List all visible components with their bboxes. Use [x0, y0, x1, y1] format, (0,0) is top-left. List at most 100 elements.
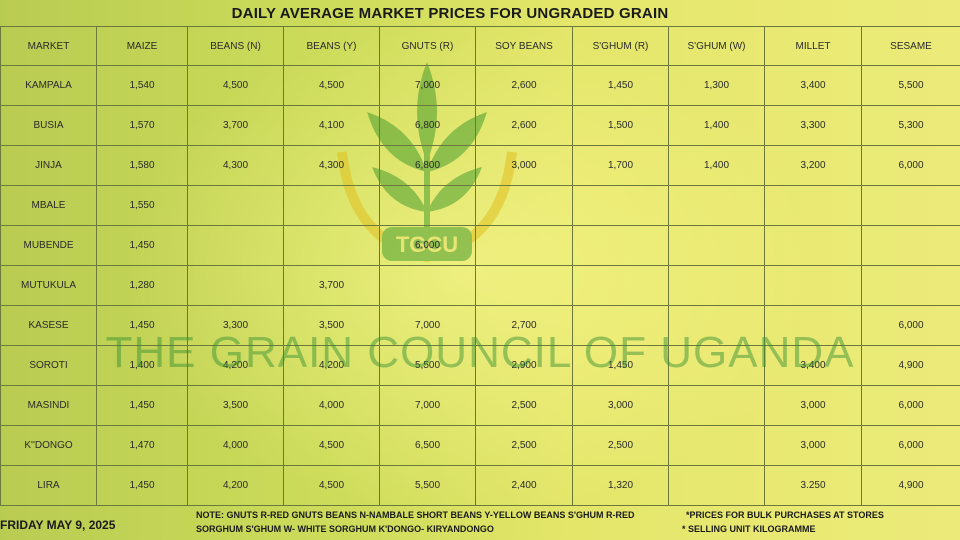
- price-cell: 1,550: [96, 185, 188, 226]
- price-cell: 4,200: [187, 465, 284, 506]
- price-cell: 5,500: [861, 65, 960, 106]
- price-cell: [187, 265, 284, 306]
- price-cell: 7,000: [379, 65, 476, 106]
- price-cell: [668, 385, 765, 426]
- header-row: MARKET MAIZE BEANS (N) BEANS (Y) GNUTS (R) SO…: [0, 26, 960, 66]
- price-cell: 4,500: [283, 425, 380, 466]
- column-header: S'GHUM (R): [572, 26, 669, 66]
- price-cell: [572, 185, 669, 226]
- price-cell: 6,000: [861, 385, 960, 426]
- price-cell: 3,000: [764, 385, 862, 426]
- price-cell: 1,450: [96, 225, 188, 266]
- price-cell: [187, 185, 284, 226]
- price-cell: [572, 225, 669, 266]
- price-cell: 2,700: [475, 305, 573, 346]
- price-cell: [475, 225, 573, 266]
- column-header: SOY BEANS: [475, 26, 573, 66]
- price-cell: 4,100: [283, 105, 380, 146]
- price-cell: [283, 185, 380, 226]
- price-cell: 3,000: [764, 425, 862, 466]
- price-cell: [668, 185, 765, 226]
- market-name-cell: MUTUKULA: [0, 265, 97, 306]
- market-name-cell: BUSIA: [0, 105, 97, 146]
- column-header: MAIZE: [96, 26, 188, 66]
- price-cell: 3,700: [187, 105, 284, 146]
- price-cell: [668, 345, 765, 386]
- price-cell: 4,300: [283, 145, 380, 186]
- column-header: BEANS (Y): [283, 26, 380, 66]
- price-cell: 5,500: [379, 465, 476, 506]
- price-cell: 1,400: [668, 105, 765, 146]
- price-cell: 1,450: [572, 65, 669, 106]
- market-name-cell: MUBENDE: [0, 225, 97, 266]
- market-name-cell: KASESE: [0, 305, 97, 346]
- price-cell: 4,200: [283, 345, 380, 386]
- report-date: FRIDAY MAY 9, 2025: [0, 518, 116, 532]
- price-cell: [283, 225, 380, 266]
- price-cell: 6,800: [379, 145, 476, 186]
- price-cell: 3,300: [187, 305, 284, 346]
- price-cell: 2,600: [475, 105, 573, 146]
- price-cell: 3,700: [283, 265, 380, 306]
- market-name-cell: K''DONGO: [0, 425, 97, 466]
- column-header: MILLET: [764, 26, 862, 66]
- price-cell: 2,500: [475, 425, 573, 466]
- price-cell: [572, 305, 669, 346]
- price-cell: 6,000: [861, 145, 960, 186]
- table-row: JINJA 1,580 4,300 4,300 6,800 3,000 1,700 1,400…: [0, 145, 960, 186]
- table-row: MUTUKULA 1,280 3,700: [0, 265, 960, 306]
- price-cell: 7,000: [379, 305, 476, 346]
- table-row: SOROTI 1,400 4,200 4,200 5,500 2,900 1,450 3,40…: [0, 345, 960, 386]
- column-header: BEANS (N): [187, 26, 284, 66]
- price-cell: 6,000: [861, 305, 960, 346]
- price-cell: [668, 305, 765, 346]
- price-cell: 1,450: [96, 465, 188, 506]
- selling-unit-note: * SELLING UNIT KILOGRAMME: [682, 524, 816, 534]
- price-cell: 3,500: [187, 385, 284, 426]
- page-title: DAILY AVERAGE MARKET PRICES FOR UNGRADED…: [231, 5, 669, 22]
- table-body: KAMPALA 1,540 4,500 4,500 7,000 2,600 1,450 1,3…: [0, 65, 960, 506]
- price-table: MARKET MAIZE BEANS (N) BEANS (Y) GNUTS (R) SO…: [0, 26, 960, 506]
- price-cell: 6,500: [379, 425, 476, 466]
- price-cell: 1,400: [668, 145, 765, 186]
- price-cell: 3,400: [764, 65, 862, 106]
- price-cell: 3.250: [764, 465, 862, 506]
- price-cell: [572, 265, 669, 306]
- price-cell: 4,900: [861, 345, 960, 386]
- price-cell: 4,200: [187, 345, 284, 386]
- price-cell: 1,580: [96, 145, 188, 186]
- price-cell: 6,000: [379, 225, 476, 266]
- price-cell: 3,000: [572, 385, 669, 426]
- table-row: MUBENDE 1,450 6,000: [0, 225, 960, 266]
- price-cell: 1,450: [96, 305, 188, 346]
- price-cell: [861, 225, 960, 266]
- price-cell: 2,500: [572, 425, 669, 466]
- market-name-cell: MASINDI: [0, 385, 97, 426]
- market-name-cell: MBALE: [0, 185, 97, 226]
- price-cell: 1,300: [668, 65, 765, 106]
- price-cell: 4,000: [187, 425, 284, 466]
- table-row: MASINDI 1,450 3,500 4,000 7,000 2,500 3,000 3,0…: [0, 385, 960, 426]
- market-name-cell: KAMPALA: [0, 65, 97, 106]
- price-cell: 4,000: [283, 385, 380, 426]
- price-cell: 1,320: [572, 465, 669, 506]
- price-cell: [668, 265, 765, 306]
- price-cell: [668, 425, 765, 466]
- price-cell: 5,500: [379, 345, 476, 386]
- price-cell: 1,500: [572, 105, 669, 146]
- price-cell: 6,800: [379, 105, 476, 146]
- price-cell: 2,900: [475, 345, 573, 386]
- price-cell: [379, 185, 476, 226]
- price-cell: [379, 265, 476, 306]
- price-cell: [668, 465, 765, 506]
- price-cell: 4,500: [283, 65, 380, 106]
- bulk-price-note: *PRICES FOR BULK PURCHASES AT STORES: [686, 510, 884, 520]
- price-cell: 3,400: [764, 345, 862, 386]
- price-cell: 7,000: [379, 385, 476, 426]
- price-cell: [861, 185, 960, 226]
- table-row: MBALE 1,550: [0, 185, 960, 226]
- price-cell: 1,700: [572, 145, 669, 186]
- legend-note-line2: SORGHUM S'GHUM W- WHITE SORGHUM K'DONGO-…: [196, 524, 494, 534]
- price-cell: 4,300: [187, 145, 284, 186]
- price-cell: 2,400: [475, 465, 573, 506]
